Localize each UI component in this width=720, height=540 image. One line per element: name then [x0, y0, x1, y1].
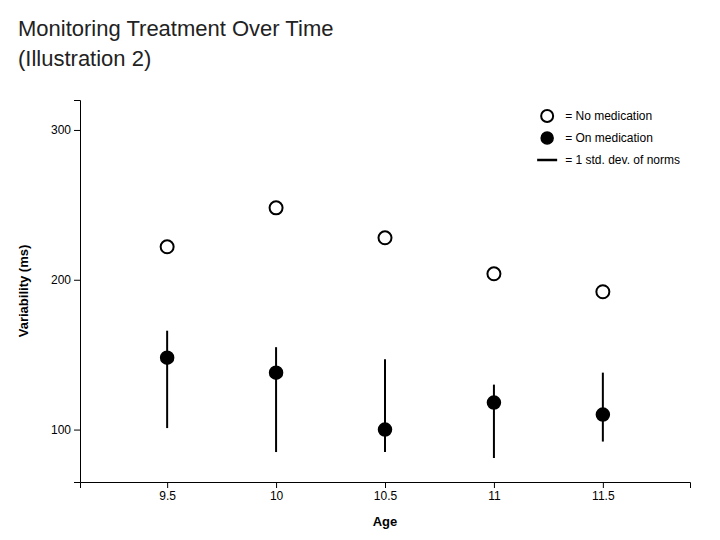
tick: 10.5 [374, 482, 398, 503]
legend-item: = No medication [541, 109, 652, 123]
tick-mark [74, 280, 80, 281]
error-bar [166, 331, 168, 428]
tick: 11.5 [592, 482, 615, 503]
point [379, 231, 392, 244]
x-axis-title: Age [373, 514, 398, 529]
legend-label: = No medication [565, 109, 652, 123]
tick-mark [276, 482, 277, 488]
marks [161, 201, 610, 458]
legend: = No medication = On medication = 1 std. d… [537, 109, 680, 167]
tick-label: 200 [51, 273, 71, 287]
tick: 9.5 [159, 482, 176, 503]
legend-item: = 1 std. dev. of norms [537, 153, 680, 167]
tick: 10 [270, 482, 284, 503]
axis-line [74, 101, 81, 483]
tick-label: 300 [51, 123, 71, 137]
point [379, 423, 392, 436]
axis-line [81, 483, 691, 489]
point [161, 351, 174, 364]
error-bar [384, 359, 386, 452]
tick-label: 11 [488, 489, 501, 503]
error-bar [275, 347, 277, 452]
point [596, 285, 609, 298]
tick-label: 10.5 [374, 489, 398, 503]
legend-symbol [537, 159, 557, 162]
point [596, 408, 609, 421]
y-axis: 100 200 300 [51, 101, 81, 483]
point [270, 201, 283, 214]
tick: 300 [51, 123, 80, 137]
legend-item: = On medication [541, 131, 653, 145]
tick-mark [385, 482, 386, 488]
error-bar [602, 373, 604, 442]
legend-label: = On medication [565, 131, 653, 145]
tick-label: 9.5 [159, 489, 176, 503]
y-axis-title: Variability (ms) [16, 245, 31, 337]
tick: 100 [51, 423, 80, 437]
tick-mark [603, 482, 604, 488]
tick-label: 10 [270, 489, 284, 503]
title: Monitoring Treatment Over Time [18, 16, 333, 41]
point [487, 267, 500, 280]
x-axis: 9.5 10 10.5 11 11.5 [81, 482, 691, 503]
subtitle: (Illustration 2) [18, 46, 151, 71]
tick-mark [74, 430, 80, 431]
legend-symbol [541, 110, 553, 122]
tick-mark [167, 482, 168, 488]
legend-symbol [541, 132, 553, 144]
plot: 9.5 10 10.5 11 11.5 100 200 300 Age Variability (… [16, 101, 691, 530]
point [161, 240, 174, 253]
tick-label: 11.5 [592, 489, 615, 503]
legend-label: = 1 std. dev. of norms [565, 153, 680, 167]
point [270, 366, 283, 379]
tick-label: 100 [51, 423, 71, 437]
tick-mark [74, 130, 80, 131]
tick-mark [494, 482, 495, 488]
tick: 11 [488, 482, 501, 503]
tick: 200 [51, 273, 80, 287]
chart: Monitoring Treatment Over Time (Illustrat… [0, 0, 720, 540]
point [487, 396, 500, 409]
